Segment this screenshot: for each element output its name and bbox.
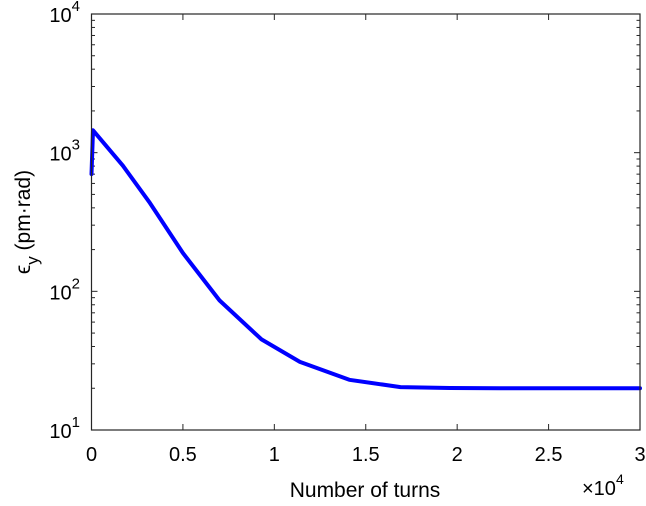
y-tick-label: 104 <box>49 0 80 27</box>
y-tick-label: 102 <box>49 275 80 304</box>
svg-text:ϵy (pm·rad): ϵy (pm·rad) <box>12 170 42 274</box>
y-minor-ticks <box>91 19 640 389</box>
y-axis-label: ϵy (pm·rad) <box>12 170 42 274</box>
emittance-curve <box>89 128 642 391</box>
x-tick-label: 3 <box>634 444 645 466</box>
plot-axes-box <box>90 13 641 431</box>
major-ticks <box>91 13 641 431</box>
x-tick-label: 0 <box>86 444 97 466</box>
x-tick-labels: 0 0.5 1 1.5 2 2.5 3 <box>86 444 646 466</box>
y-tick-label: 103 <box>49 137 80 166</box>
x-tick-label: 1 <box>269 444 280 466</box>
x-tick-label: 1.5 <box>352 444 380 466</box>
x-exponent-label: ×104 <box>582 471 624 500</box>
y-label-units: (pm·rad) <box>12 170 35 251</box>
x-tick-label: 2 <box>452 444 463 466</box>
y-tick-label: 101 <box>49 414 80 443</box>
x-axis-label: Number of turns <box>290 479 441 502</box>
y-label-subscript: y <box>23 256 42 265</box>
y-tick-labels: 101 102 103 104 <box>49 0 80 443</box>
x-tick-label: 2.5 <box>535 444 563 466</box>
y-label-symbol: ϵ <box>12 265 35 274</box>
x-tick-label: 0.5 <box>169 444 197 466</box>
